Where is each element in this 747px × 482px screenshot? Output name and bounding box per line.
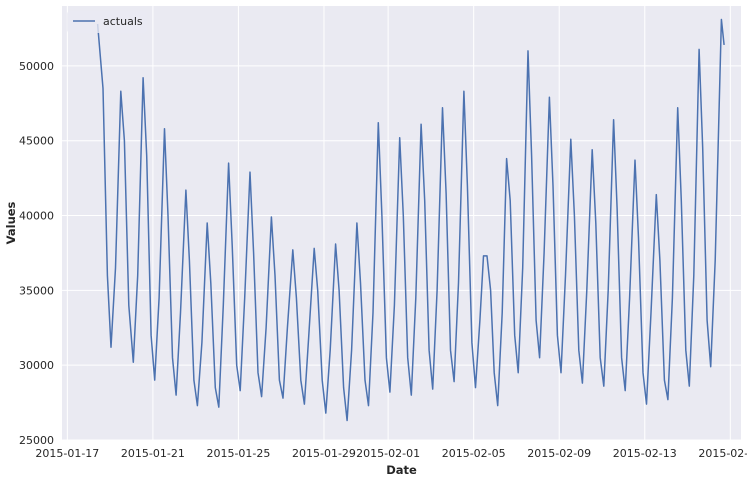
y-tick-label: 50000 [19, 60, 54, 73]
tick-labels: 2015-01-17 2015-01-21 2015-01-25 2015-01-29… [19, 60, 747, 460]
x-tick-label: 2015-02-09 [527, 447, 591, 460]
x-tick-label: 2015-01-25 [206, 447, 270, 460]
x-tick-label: 2015-02-17 [698, 447, 747, 460]
x-axis-label: Date [386, 463, 417, 477]
x-tick-label: 2015-02-01 [356, 447, 420, 460]
y-tick-label: 30000 [19, 359, 54, 372]
legend: actuals [67, 11, 147, 33]
legend-label-actuals: actuals [103, 15, 143, 28]
x-tick-label: 2015-02-13 [613, 447, 677, 460]
x-tick-label: 2015-01-21 [121, 447, 185, 460]
y-tick-label: 45000 [19, 135, 54, 148]
y-tick-label: 40000 [19, 210, 54, 223]
y-tick-label: 35000 [19, 284, 54, 297]
legend-box [67, 11, 147, 33]
plot-area [62, 6, 741, 440]
y-axis-label: Values [4, 201, 18, 244]
x-tick-label: 2015-01-17 [35, 447, 99, 460]
series-layer [96, 18, 725, 422]
y-tick-label: 25000 [19, 434, 54, 447]
series-line-actuals [96, 18, 725, 422]
x-tick-label: 2015-02-05 [442, 447, 506, 460]
grid-lines [62, 6, 741, 441]
x-tick-label: 2015-01-29 [292, 447, 356, 460]
